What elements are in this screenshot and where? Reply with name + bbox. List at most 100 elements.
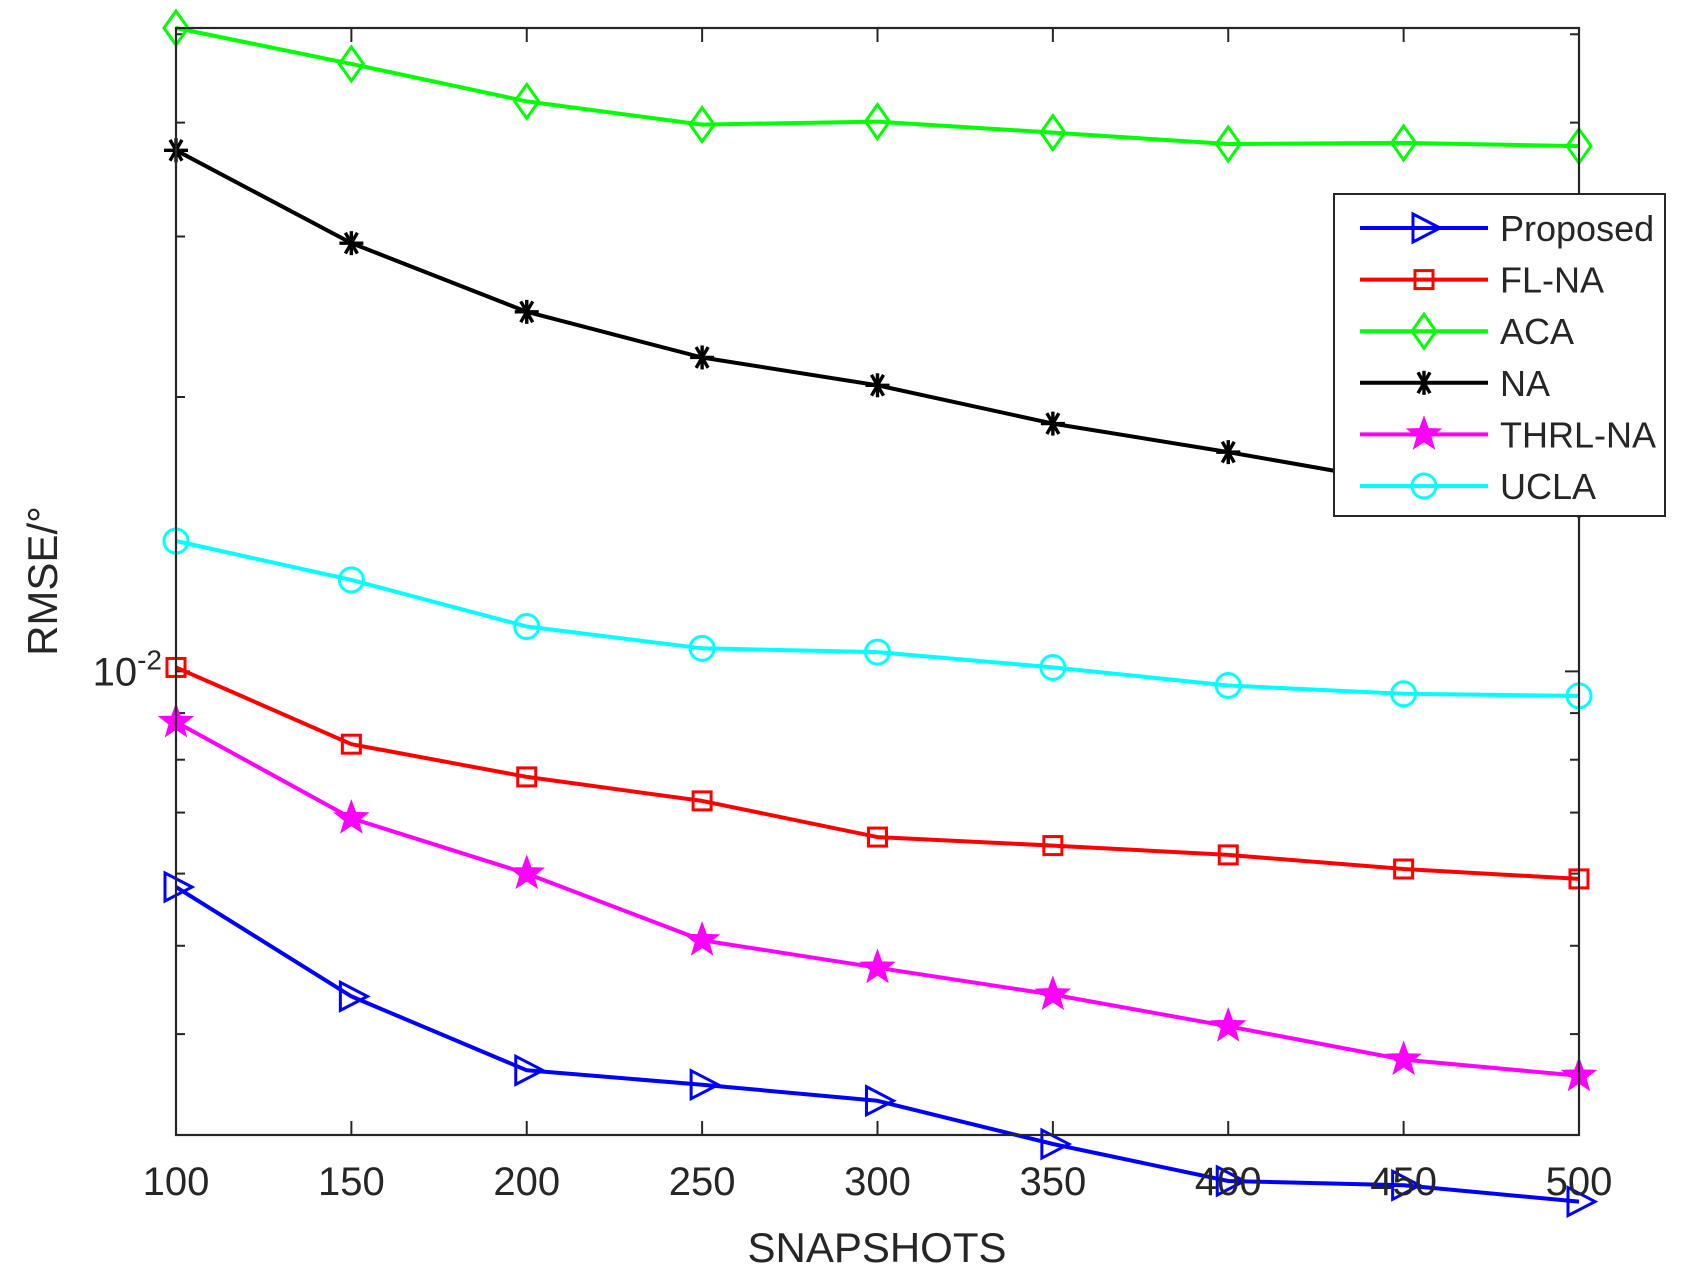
plot-frame	[174, 26, 1581, 1137]
data-point	[691, 790, 713, 812]
data-point	[513, 613, 541, 641]
star-marker-shape	[1405, 415, 1443, 450]
diamond-marker-shape	[1039, 113, 1067, 153]
legend-label: Proposed	[1500, 208, 1654, 249]
data-point	[333, 799, 370, 834]
data-point	[1393, 858, 1415, 880]
x-tick-label: 500	[1546, 1160, 1613, 1204]
y-axis-title: RMSE/°	[19, 506, 66, 656]
legend-marker	[1413, 269, 1435, 291]
legend-box	[1333, 193, 1666, 517]
series-line	[175, 539, 1580, 698]
data-point	[1214, 671, 1242, 699]
data-point	[865, 373, 890, 398]
triangle-marker-shape	[1215, 1164, 1248, 1198]
data-point	[514, 1053, 547, 1087]
diamond-marker-shape	[337, 44, 366, 84]
data-point	[1566, 1185, 1599, 1219]
legend-entry: Proposed	[1360, 208, 1654, 249]
y-tick-labels: 10-2	[93, 644, 162, 694]
circle-marker-shape	[1390, 680, 1418, 708]
data-point	[1034, 975, 1072, 1011]
square-marker-shape	[340, 733, 362, 755]
data-point	[1385, 1040, 1422, 1076]
square-marker-shape	[1393, 858, 1415, 880]
data-point	[338, 979, 371, 1013]
data-point	[864, 638, 891, 666]
data-point	[688, 104, 716, 145]
square-marker-shape	[1217, 844, 1239, 866]
legend-label: ACA	[1500, 311, 1574, 352]
legend-entry: FL-NA	[1360, 260, 1604, 301]
diamond-marker-shape	[863, 102, 892, 142]
data-point	[163, 870, 196, 904]
legend-marker	[1412, 370, 1436, 395]
data-point	[1039, 113, 1067, 153]
data-point	[1040, 1127, 1073, 1161]
x-tick-labels: 100 150 200 250 300 350 400 450 500	[143, 1160, 1613, 1204]
x-tick-label: 100	[143, 1160, 210, 1204]
circle-marker-shape	[1214, 671, 1242, 699]
data-point	[1039, 653, 1067, 681]
data-point	[865, 1084, 897, 1118]
data-point	[1042, 835, 1064, 857]
data-point	[337, 44, 366, 84]
triangle-marker-shape	[1411, 211, 1444, 245]
triangle-marker-shape	[1566, 1185, 1599, 1219]
square-marker-shape	[1042, 835, 1064, 857]
legend-marker	[1405, 415, 1443, 450]
circle-marker-shape	[688, 634, 716, 662]
x-axis-title: SNAPSHOTS	[747, 1224, 1006, 1271]
data-point	[688, 634, 716, 662]
data-point	[863, 102, 892, 142]
data-point	[867, 826, 888, 848]
data-point	[859, 948, 896, 984]
legend-entry: NA	[1360, 363, 1550, 404]
x-tick-label: 250	[669, 1160, 736, 1204]
x-tick-label: 150	[318, 1160, 385, 1204]
data-point	[689, 1068, 722, 1102]
data-point	[1391, 1168, 1423, 1202]
diamond-marker-shape	[1214, 124, 1243, 164]
series-aca	[162, 8, 1593, 166]
circle-marker-shape	[1410, 472, 1438, 500]
data-point	[516, 766, 538, 788]
diamond-marker-shape	[1410, 311, 1438, 351]
data-point	[1389, 123, 1418, 163]
star-marker-shape	[683, 921, 721, 956]
legend-entry: THRL-NA	[1360, 414, 1656, 455]
series-line	[174, 885, 1580, 1204]
circle-marker-shape	[864, 638, 891, 666]
star-marker-shape	[508, 854, 546, 890]
y-tick-label: 10-2	[93, 644, 162, 694]
data-point	[1217, 844, 1239, 866]
legend-label: NA	[1500, 363, 1550, 404]
star-marker-shape	[1385, 1040, 1422, 1076]
data-point	[337, 566, 365, 594]
series-fl-na	[165, 656, 1590, 890]
x-tick-label: 400	[1195, 1160, 1262, 1204]
legend: Proposed FL-NA ACA NA THRL-NA UCLA	[1333, 193, 1666, 517]
data-point	[1216, 440, 1241, 465]
square-marker-shape	[516, 766, 538, 788]
star-marker-shape	[333, 799, 370, 834]
triangle-marker-shape	[514, 1053, 547, 1087]
data-point	[1390, 680, 1418, 708]
x-tick-label: 200	[493, 1160, 560, 1204]
diamond-marker-shape	[688, 104, 716, 145]
x-tick-label: 300	[844, 1160, 911, 1204]
data-point	[514, 299, 539, 324]
circle-marker-shape	[513, 613, 541, 641]
data-point	[339, 231, 364, 256]
legend-marker	[1410, 311, 1438, 351]
star-marker-shape	[1034, 975, 1072, 1011]
triangle-marker-shape	[689, 1068, 722, 1102]
square-marker-shape	[1413, 269, 1435, 291]
triangle-marker-shape	[338, 979, 371, 1013]
series-line	[175, 26, 1580, 149]
data-point	[690, 345, 715, 370]
data-point	[340, 733, 362, 755]
data-point	[1209, 1007, 1247, 1042]
legend-entry: UCLA	[1360, 466, 1596, 507]
legend-label: UCLA	[1500, 466, 1596, 507]
